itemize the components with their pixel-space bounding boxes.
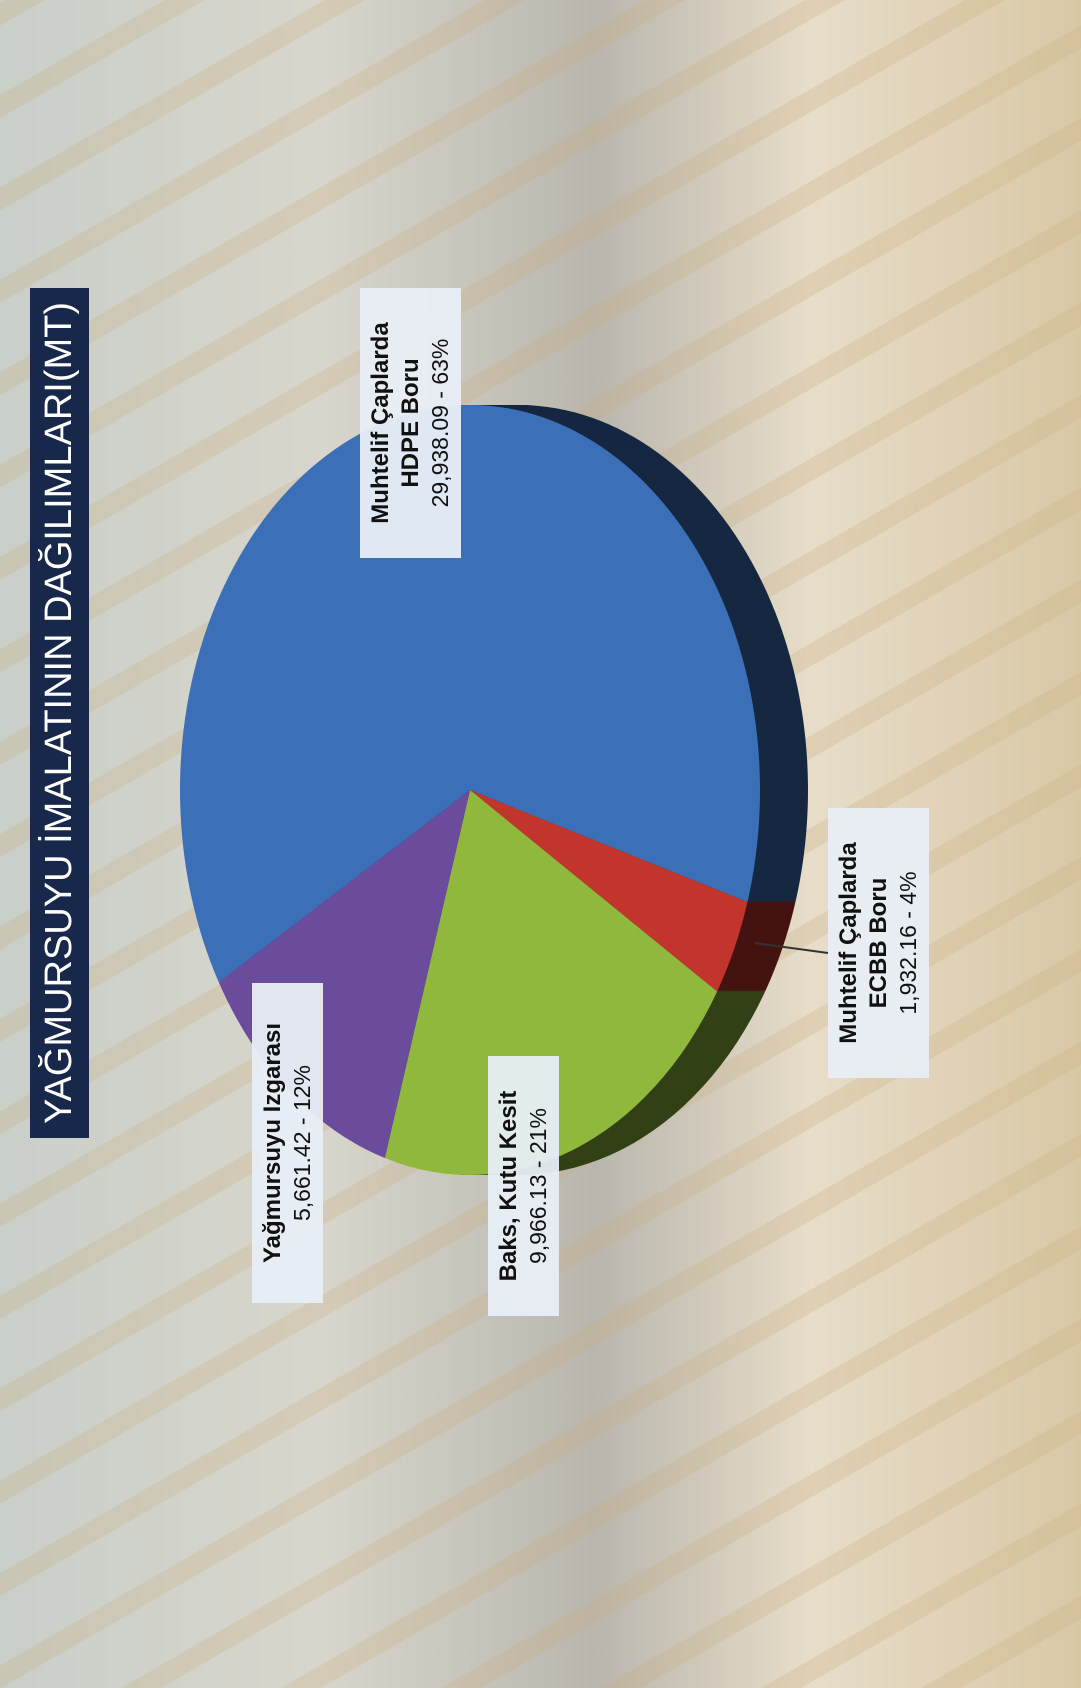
slice-name: Muhtelif Çaplarda HDPE Boru <box>367 322 424 524</box>
data-label: Muhtelif Çaplarda ECBB Boru 1,932.16 - 4% <box>828 808 929 1078</box>
slice-name: Yağmursuyu Izgarası <box>259 1022 286 1264</box>
slice-name: Baks, Kutu Kesit <box>495 1090 522 1282</box>
value-label: 5,661.42 - 12% <box>289 1065 315 1222</box>
slice <box>470 790 748 992</box>
data-label: Muhtelif Çaplarda HDPE Boru 29,938.09 - 6… <box>360 288 461 558</box>
slice <box>384 790 718 1175</box>
leader-line <box>754 942 829 954</box>
data-label: Yağmursuyu Izgarası 5,661.42 - 12% <box>252 983 323 1303</box>
data-label: Baks, Kutu Kesit 9,966.13 - 21% <box>488 1056 559 1316</box>
value-label: 9,966.13 - 21% <box>525 1108 551 1265</box>
value-label: 29,938.09 - 63% <box>427 338 453 508</box>
chart-title: YAĞMURSUYU İMALATININ DAĞILIMLARI(MT) <box>30 288 89 1138</box>
slice <box>180 405 761 983</box>
value-label: 1,932.16 - 4% <box>895 871 921 1015</box>
slice-name: Muhtelif Çaplarda ECBB Boru <box>835 842 892 1044</box>
